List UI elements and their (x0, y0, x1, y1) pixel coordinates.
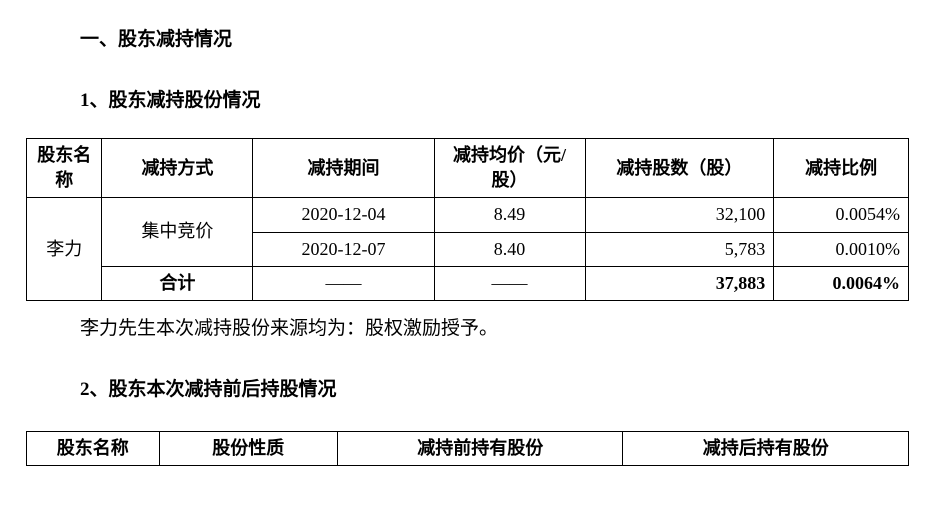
section-heading: 一、股东减持情况 (80, 24, 909, 51)
cell-total-ratio: 0.0064% (774, 266, 909, 300)
reduction-table: 股东名称 减持方式 减持期间 减持均价（元/股） 减持股数（股） 减持比例 李力… (26, 138, 909, 301)
subsection-2-heading: 2、股东本次减持前后持股情况 (80, 374, 909, 401)
cell-shareholder: 李力 (27, 198, 102, 301)
cell-total-period: —— (253, 266, 434, 300)
col-after-holdings: 减持后持有股份 (623, 431, 909, 465)
footnote-text: 李力先生本次减持股份来源均为：股权激励授予。 (80, 313, 909, 340)
cell-total-shares: 37,883 (585, 266, 774, 300)
col-shareholder-name: 股东名称 (27, 139, 102, 198)
table-header-row: 股东名称 股份性质 减持前持有股份 减持后持有股份 (27, 431, 909, 465)
col-share-nature: 股份性质 (159, 431, 337, 465)
col-avg-price: 减持均价（元/股） (434, 139, 585, 198)
col-shareholder-name: 股东名称 (27, 431, 160, 465)
cell-price: 8.40 (434, 232, 585, 266)
cell-ratio: 0.0010% (774, 232, 909, 266)
table-total-row: 合计 —— —— 37,883 0.0064% (27, 266, 909, 300)
cell-ratio: 0.0054% (774, 198, 909, 232)
cell-shares: 5,783 (585, 232, 774, 266)
cell-shares: 32,100 (585, 198, 774, 232)
col-reduction-period: 减持期间 (253, 139, 434, 198)
col-before-holdings: 减持前持有股份 (337, 431, 623, 465)
cell-price: 8.49 (434, 198, 585, 232)
table-header-row: 股东名称 减持方式 减持期间 减持均价（元/股） 减持股数（股） 减持比例 (27, 139, 909, 198)
cell-period: 2020-12-07 (253, 232, 434, 266)
cell-method: 集中竞价 (102, 198, 253, 266)
col-reduction-ratio: 减持比例 (774, 139, 909, 198)
subsection-1-heading: 1、股东减持股份情况 (80, 85, 909, 112)
cell-total-price: —— (434, 266, 585, 300)
col-reduction-method: 减持方式 (102, 139, 253, 198)
holdings-table: 股东名称 股份性质 减持前持有股份 减持后持有股份 (26, 431, 909, 466)
cell-total-label: 合计 (102, 266, 253, 300)
table-row: 李力 集中竞价 2020-12-04 8.49 32,100 0.0054% (27, 198, 909, 232)
col-shares-reduced: 减持股数（股） (585, 139, 774, 198)
cell-period: 2020-12-04 (253, 198, 434, 232)
